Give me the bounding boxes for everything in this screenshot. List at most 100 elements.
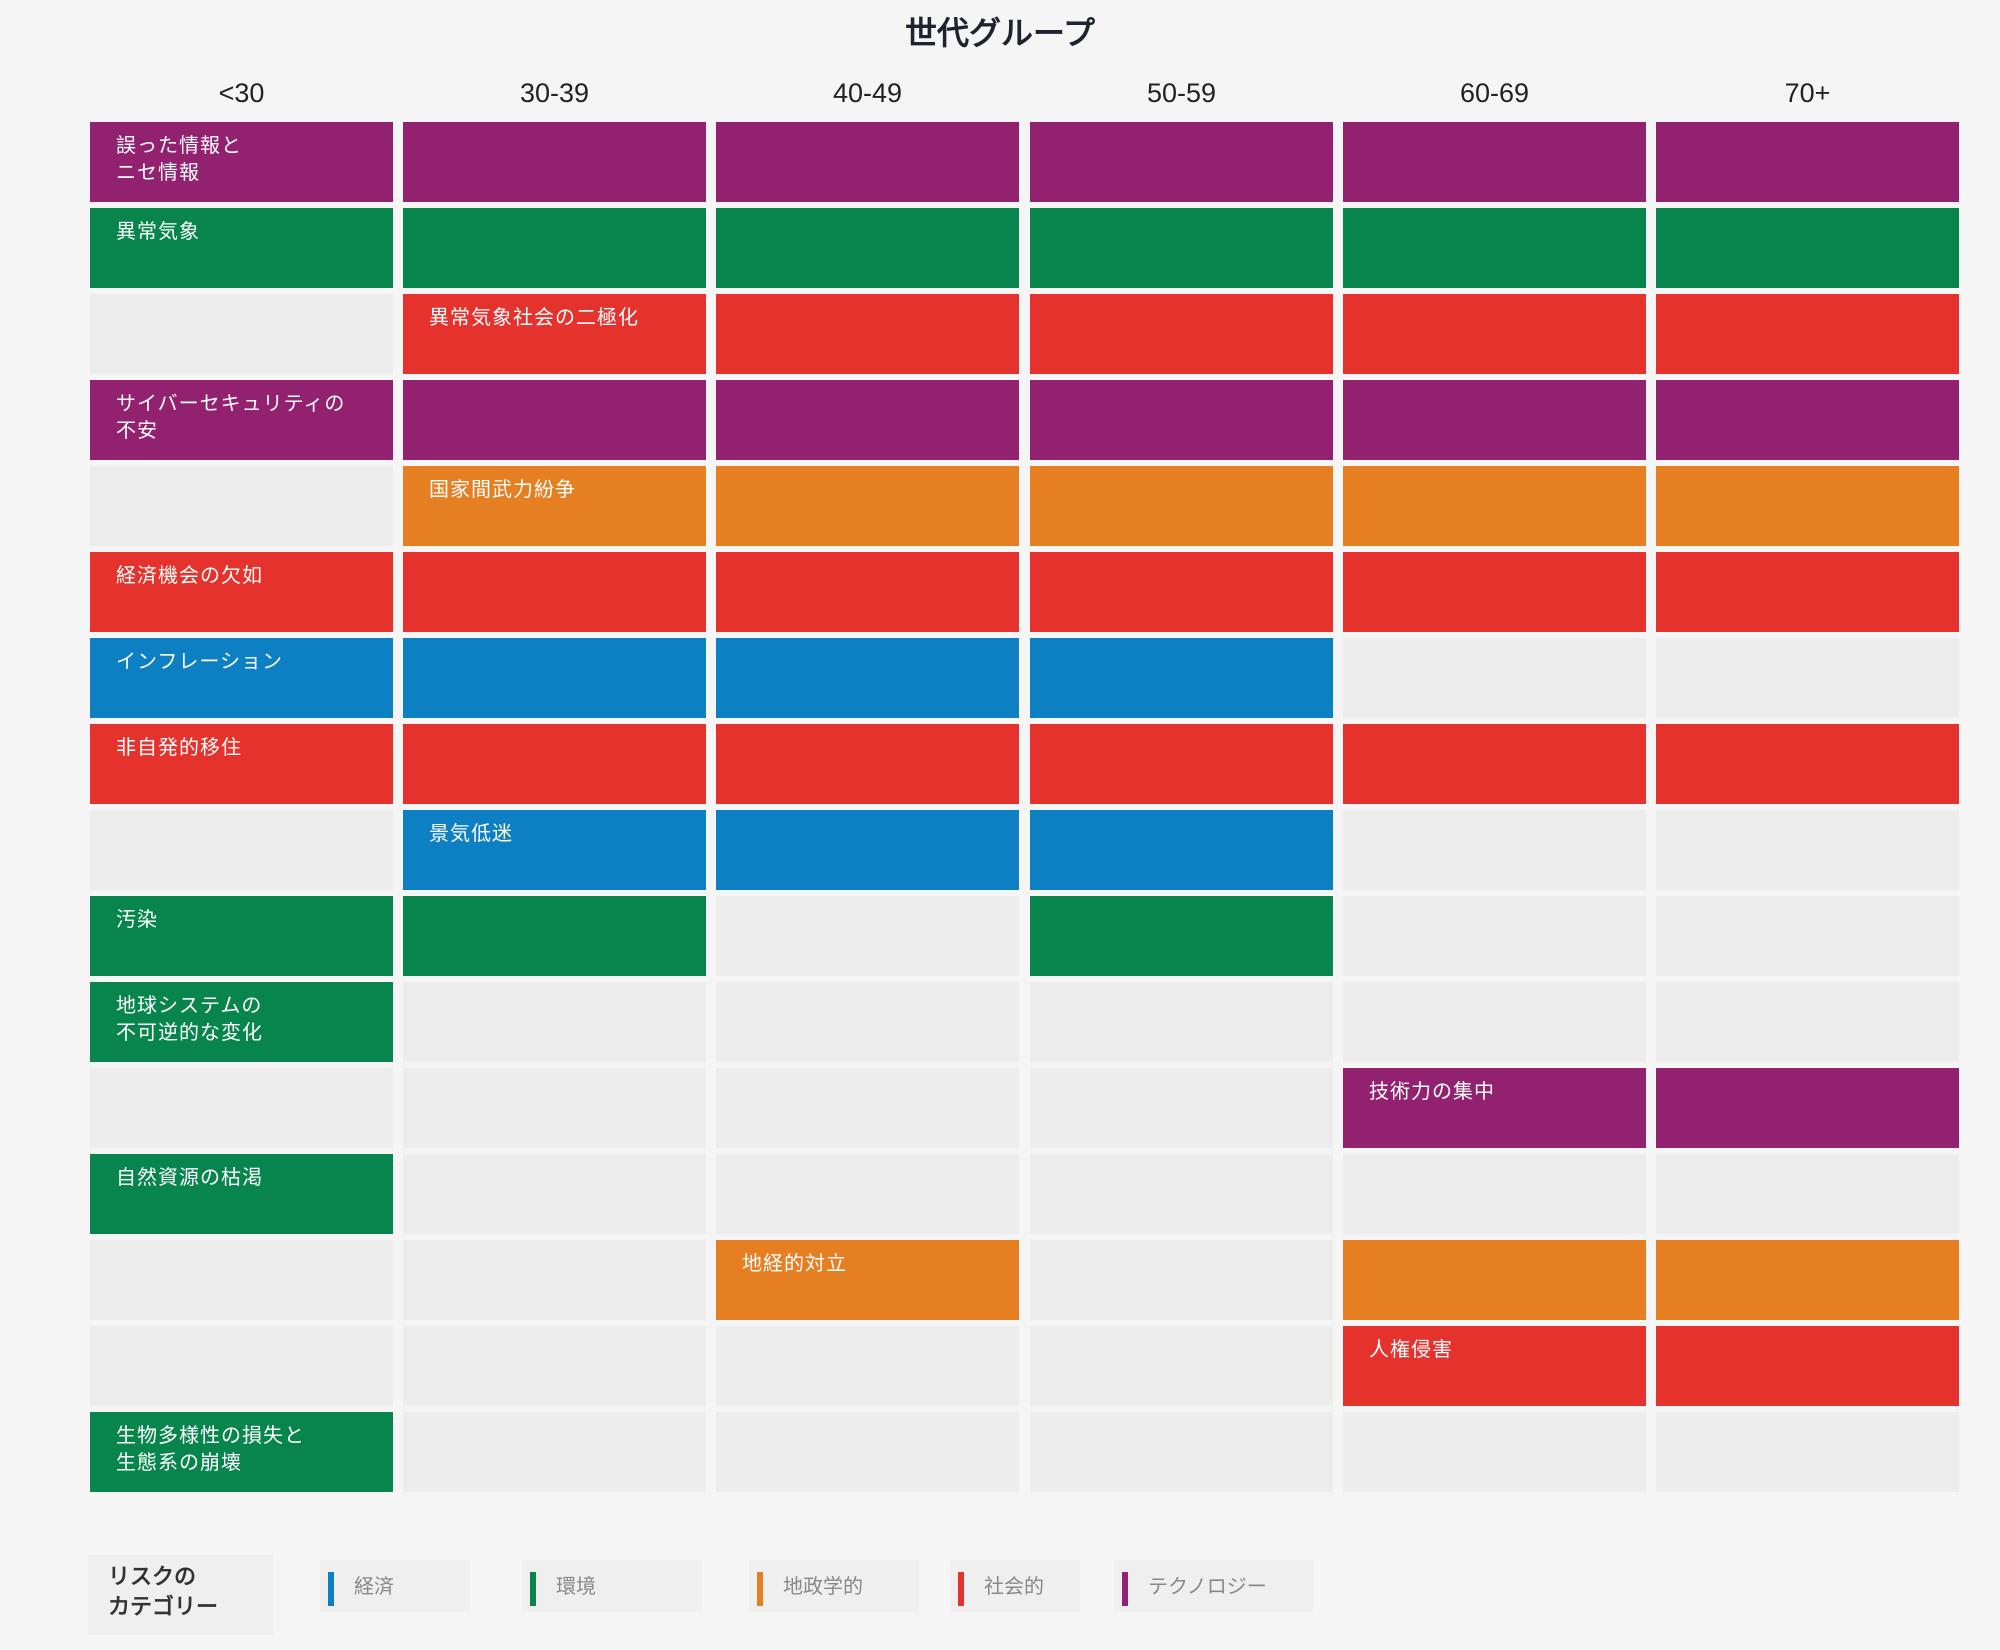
legend-swatch [328, 1572, 334, 1606]
empty-cell [90, 466, 393, 546]
risk-label: 技術力の集中 [1369, 1079, 1495, 1103]
legend-label: テクノロジー [1148, 1574, 1267, 1598]
empty-cell [716, 1326, 1019, 1406]
empty-cell [90, 294, 393, 374]
empty-cell [1656, 896, 1959, 976]
empty-cell [403, 1240, 706, 1320]
empty-cell [1030, 1240, 1333, 1320]
empty-cell [1343, 982, 1646, 1062]
risk-label: 生物多様性の損失と 生態系の崩壊 [116, 1423, 305, 1474]
empty-cell [1656, 1154, 1959, 1234]
risk-cell [1656, 1326, 1959, 1406]
risk-cell [1030, 122, 1333, 202]
legend-item: 地政学的 [749, 1560, 919, 1612]
legend-label: 環境 [556, 1574, 596, 1598]
legend-swatch [958, 1572, 964, 1606]
empty-cell [1030, 1154, 1333, 1234]
risk-cell [716, 294, 1019, 374]
empty-cell [403, 982, 706, 1062]
empty-cell [1343, 638, 1646, 718]
risk-cell [1030, 810, 1333, 890]
risk-cell [1030, 294, 1333, 374]
empty-cell [403, 1154, 706, 1234]
risk-cell: 地球システムの 不可逆的な変化 [90, 982, 393, 1062]
risk-cell [1343, 466, 1646, 546]
risk-cell [1030, 638, 1333, 718]
empty-cell [1343, 1154, 1646, 1234]
risk-cell [1656, 724, 1959, 804]
risk-cell [1656, 294, 1959, 374]
legend-label: 地政学的 [783, 1574, 863, 1598]
legend-label: 社会的 [984, 1574, 1044, 1598]
empty-cell [716, 896, 1019, 976]
risk-cell [1343, 1240, 1646, 1320]
risk-cell: 経済機会の欠如 [90, 552, 393, 632]
risk-cell [403, 208, 706, 288]
risk-cell [1656, 122, 1959, 202]
legend-swatch [757, 1572, 763, 1606]
risk-cell: 非自発的移住 [90, 724, 393, 804]
risk-cell: 人権侵害 [1343, 1326, 1646, 1406]
risk-cell [1343, 122, 1646, 202]
empty-cell [716, 982, 1019, 1062]
risk-cell [716, 208, 1019, 288]
empty-cell [1030, 982, 1333, 1062]
risk-cell: 国家間武力紛争 [403, 466, 706, 546]
risk-cell [716, 122, 1019, 202]
risk-label: 誤った情報と ニセ情報 [116, 133, 242, 184]
column-header: <30 [218, 78, 265, 108]
risk-label: 非自発的移住 [116, 735, 242, 759]
risk-cell [1656, 552, 1959, 632]
empty-cell [1030, 1412, 1333, 1492]
risk-cell: 地経的対立 [716, 1240, 1019, 1320]
empty-cell [1343, 896, 1646, 976]
risk-cell [403, 552, 706, 632]
empty-cell [1656, 1412, 1959, 1492]
legend-item: 経済 [320, 1560, 470, 1612]
risk-cell [1656, 1068, 1959, 1148]
risk-cell [1656, 380, 1959, 460]
column-header: 30-39 [519, 78, 590, 108]
empty-cell [1343, 1412, 1646, 1492]
risk-cell [716, 380, 1019, 460]
risk-cell: インフレーション [90, 638, 393, 718]
empty-cell [1030, 1326, 1333, 1406]
empty-cell [1343, 810, 1646, 890]
risk-cell: 誤った情報と ニセ情報 [90, 122, 393, 202]
risk-label: インフレーション [116, 649, 283, 673]
risk-label: 景気低迷 [429, 821, 513, 845]
column-header: 40-49 [832, 78, 903, 108]
risk-cell [1030, 380, 1333, 460]
risk-cell [403, 380, 706, 460]
chart-title: 世代グループ [904, 14, 1096, 52]
empty-cell [1030, 1068, 1333, 1148]
risk-cell [716, 810, 1019, 890]
risk-cell [403, 638, 706, 718]
risk-cell: 異常気象 [90, 208, 393, 288]
risk-label: 異常気象 [116, 219, 200, 243]
legend-title: リスクの カテゴリー [108, 1565, 219, 1620]
legend-label: 経済 [354, 1574, 394, 1598]
legend-item: 社会的 [950, 1560, 1080, 1612]
risk-label: 経済機会の欠如 [116, 563, 263, 587]
empty-cell [1656, 638, 1959, 718]
empty-cell [403, 1412, 706, 1492]
risk-cell [1343, 552, 1646, 632]
risk-label: 異常気象社会の二極化 [429, 305, 639, 329]
legend-title-box: リスクの カテゴリー [88, 1555, 273, 1635]
risk-cell: サイバーセキュリティの 不安 [90, 380, 393, 460]
empty-cell [90, 810, 393, 890]
empty-cell [1656, 982, 1959, 1062]
legend-swatch [530, 1572, 536, 1606]
risk-cell: 自然資源の枯渇 [90, 1154, 393, 1234]
risk-cell [716, 552, 1019, 632]
risk-cell [1656, 466, 1959, 546]
column-header: 50-59 [1146, 78, 1217, 108]
risk-cell [1343, 724, 1646, 804]
empty-cell [90, 1326, 393, 1406]
risk-label: 地経的対立 [742, 1251, 847, 1275]
risk-cell [403, 122, 706, 202]
risk-cell [1030, 896, 1333, 976]
risk-cell [1030, 466, 1333, 546]
empty-cell [90, 1240, 393, 1320]
